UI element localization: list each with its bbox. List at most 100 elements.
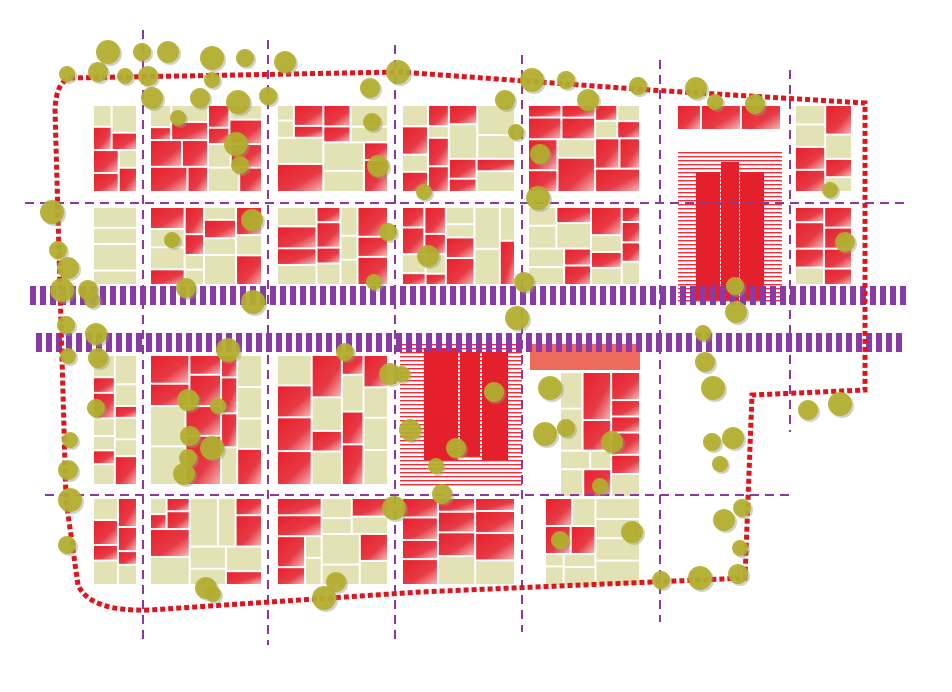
tree xyxy=(495,90,515,110)
tree xyxy=(58,488,82,512)
rail-sleeper xyxy=(856,333,862,352)
tree xyxy=(177,389,199,411)
building xyxy=(222,414,237,447)
rail-sleeper xyxy=(446,333,452,352)
rail-sleeper xyxy=(316,333,322,352)
building xyxy=(449,159,476,178)
rail-sleeper xyxy=(816,333,822,352)
rail-sleeper xyxy=(330,286,336,305)
building xyxy=(115,440,136,456)
building xyxy=(429,167,448,191)
tower xyxy=(696,172,720,300)
rail-sleeper xyxy=(150,286,156,305)
building xyxy=(151,167,187,191)
building xyxy=(500,241,514,284)
tree xyxy=(428,458,444,474)
building xyxy=(324,143,363,170)
building xyxy=(94,436,114,450)
building xyxy=(824,269,851,284)
building xyxy=(360,534,387,560)
tree xyxy=(399,419,421,441)
building xyxy=(94,451,114,464)
tree xyxy=(520,68,544,92)
tree xyxy=(722,427,744,449)
building xyxy=(236,516,261,546)
building xyxy=(226,547,261,571)
building xyxy=(558,158,595,191)
building xyxy=(701,106,740,129)
building xyxy=(358,237,387,256)
building xyxy=(190,547,225,568)
building xyxy=(94,106,111,126)
rail-sleeper xyxy=(350,286,356,305)
building xyxy=(824,249,851,268)
building xyxy=(185,208,203,234)
rail-sleeper xyxy=(476,333,482,352)
rail-sleeper xyxy=(346,333,352,352)
tree xyxy=(530,144,550,164)
tree xyxy=(386,60,410,84)
tree xyxy=(326,572,346,592)
rail-sleeper xyxy=(296,333,302,352)
building xyxy=(446,208,474,224)
rail-sleeper xyxy=(86,333,92,352)
building xyxy=(94,271,136,284)
building xyxy=(796,106,825,124)
building xyxy=(294,126,323,137)
building xyxy=(476,499,514,511)
rail-sleeper xyxy=(526,333,532,352)
building xyxy=(529,226,556,248)
building xyxy=(188,167,208,191)
tree xyxy=(40,200,64,224)
tree xyxy=(703,433,721,451)
rail-sleeper xyxy=(416,333,422,352)
tree xyxy=(728,564,748,584)
rail-sleeper xyxy=(340,286,346,305)
building xyxy=(312,398,341,430)
tree xyxy=(366,274,382,290)
rail-sleeper xyxy=(810,286,816,305)
rail-sleeper xyxy=(610,286,616,305)
building xyxy=(238,449,261,484)
building xyxy=(237,256,261,284)
rail-sleeper xyxy=(156,333,162,352)
tree xyxy=(725,301,747,323)
building xyxy=(529,268,564,284)
building xyxy=(364,418,387,449)
building xyxy=(403,518,437,539)
building xyxy=(190,356,221,374)
tree xyxy=(367,155,389,177)
building xyxy=(364,388,387,417)
building xyxy=(592,252,621,267)
tree xyxy=(216,338,240,362)
tree xyxy=(88,348,108,368)
rail-sleeper xyxy=(560,286,566,305)
tower xyxy=(482,352,508,460)
tree xyxy=(85,323,107,345)
building xyxy=(278,418,311,451)
tree xyxy=(394,366,410,382)
tree xyxy=(59,66,75,82)
building xyxy=(312,431,341,451)
building xyxy=(324,127,350,142)
building xyxy=(94,174,118,191)
building xyxy=(476,534,514,560)
building xyxy=(278,249,316,264)
tree xyxy=(58,460,78,480)
building xyxy=(561,451,590,469)
rail-sleeper xyxy=(506,333,512,352)
building xyxy=(278,208,316,226)
building xyxy=(561,470,583,496)
building xyxy=(278,227,316,248)
rail-sleeper xyxy=(230,286,236,305)
building xyxy=(342,445,363,484)
rail-sleeper xyxy=(786,333,792,352)
tree xyxy=(259,87,277,105)
rail-sleeper xyxy=(776,333,782,352)
tree xyxy=(379,363,401,385)
building xyxy=(612,417,639,432)
rail-sleeper xyxy=(650,286,656,305)
rail-sleeper xyxy=(410,286,416,305)
rail-sleeper xyxy=(820,286,826,305)
building xyxy=(529,249,564,267)
